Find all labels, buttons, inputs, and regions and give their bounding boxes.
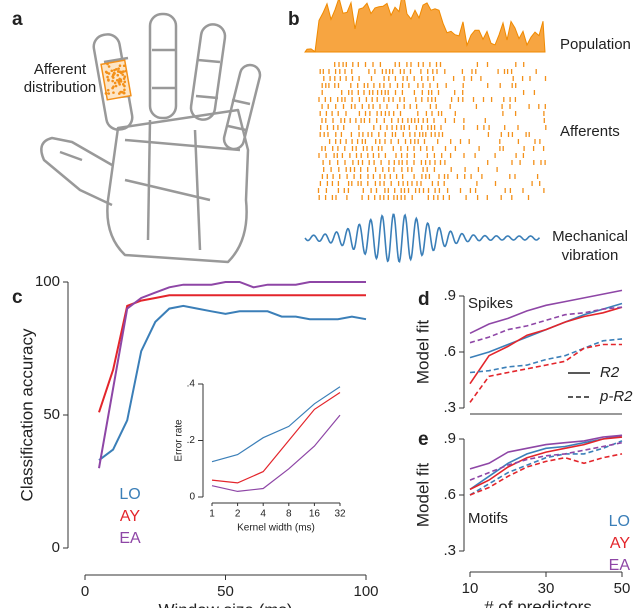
y-tick-label: 0 [52,539,60,556]
afferent-dot [118,70,121,73]
afferent-dot [105,71,108,74]
raster-label: vibration [562,247,619,264]
series-line [99,282,366,468]
panel-letter: c [12,287,23,308]
hand-label: Afferent [34,61,87,78]
x-axis-label: Window size (ms) [158,600,292,608]
afferent-dot [123,64,126,67]
y-axis-label: Model fit [413,463,432,528]
x-tick-label: 0 [81,583,89,600]
legend-label: p-R2 [599,388,633,405]
figure: a b c d e Afferent distribution Populati… [0,0,636,608]
thumb [41,138,112,205]
legend-label: EA [609,557,631,574]
afferent-dot [123,89,126,92]
afferent-dot [122,92,125,95]
annotation: Motifs [468,510,508,527]
afferent-dot [108,65,111,68]
afferent-dot [106,76,109,79]
x-tick-label: 8 [286,509,292,520]
series-line [470,307,622,343]
afferent-dot [122,70,125,73]
raster-label: Mechanical [552,228,628,245]
y-tick-label: 0 [189,492,195,503]
series-line [212,387,340,462]
afferent-dot [116,74,119,77]
x-tick-label: 50 [614,580,631,597]
afferent-dot [117,67,120,70]
y-tick-label: .3 [443,399,456,416]
legend-label: AY [120,508,140,525]
afferent-dot [115,68,118,71]
raster-label: Population [560,36,631,53]
afferent-dot [111,75,114,78]
x-tick-label: 4 [260,509,266,520]
afferent-dot [107,92,110,95]
raster-label: Afferents [560,123,620,140]
x-axis-label: # of predictors [484,597,592,608]
legend-label: EA [119,530,141,547]
panel-letter: e [418,429,429,450]
x-tick-label: 16 [309,509,321,520]
palm [107,110,248,262]
afferent-dot [119,64,122,67]
afferent-dot [110,69,113,72]
y-tick-label: .6 [443,486,456,503]
finger [189,23,226,121]
annotation: Spikes [468,295,513,312]
afferent-dot [106,63,109,66]
afferent-dot [114,82,117,85]
hand-drawing [41,14,262,262]
legend-label: R2 [600,364,620,381]
x-tick-label: 50 [217,583,234,600]
afferent-raster [319,62,546,200]
x-tick-label: 2 [235,509,241,520]
legend-label: LO [609,513,630,530]
x-tick-label: 10 [462,580,479,597]
afferent-dot [111,80,114,83]
x-axis-label: Kernel width (ms) [237,523,315,534]
x-tick-label: 30 [538,580,555,597]
afferent-dot [112,91,115,94]
y-tick-label: .4 [187,379,196,390]
afferent-dot [120,78,123,81]
afferent-dot [118,92,121,95]
afferent-dot [105,92,108,95]
y-axis-label: Classification accuracy [17,328,36,501]
afferent-dot [107,89,110,92]
panel-letter: a [12,9,23,30]
afferent-dot [113,72,116,75]
legend-label: AY [610,535,630,552]
y-tick-label: .3 [443,542,456,559]
afferent-dot [115,85,118,88]
y-tick-label: 50 [43,406,60,423]
y-tick-label: .9 [443,287,456,304]
y-tick-label: .6 [443,343,456,360]
x-tick-label: 1 [209,509,215,520]
population-trace [305,0,545,52]
y-tick-label: .2 [187,435,196,446]
y-axis-label: Error rate [174,419,185,462]
y-axis-label: Model fit [413,320,432,385]
series-line [99,306,366,460]
afferent-dot [123,75,126,78]
y-tick-label: .9 [443,430,456,447]
afferent-dot [122,83,125,86]
afferent-dot [123,81,126,84]
finger [150,14,176,118]
panel-letter: b [288,9,300,30]
afferent-dot [107,78,110,81]
vibration-trace [305,214,540,261]
legend-label: LO [119,486,140,503]
afferent-dot [125,70,128,73]
afferent-dot [112,85,115,88]
x-tick-label: 32 [334,509,346,520]
finger [222,63,262,151]
y-tick-label: 100 [35,273,60,290]
hand-label: distribution [24,79,97,96]
x-tick-label: 100 [353,583,378,600]
series-line [212,415,340,491]
panel-letter: d [418,289,430,310]
